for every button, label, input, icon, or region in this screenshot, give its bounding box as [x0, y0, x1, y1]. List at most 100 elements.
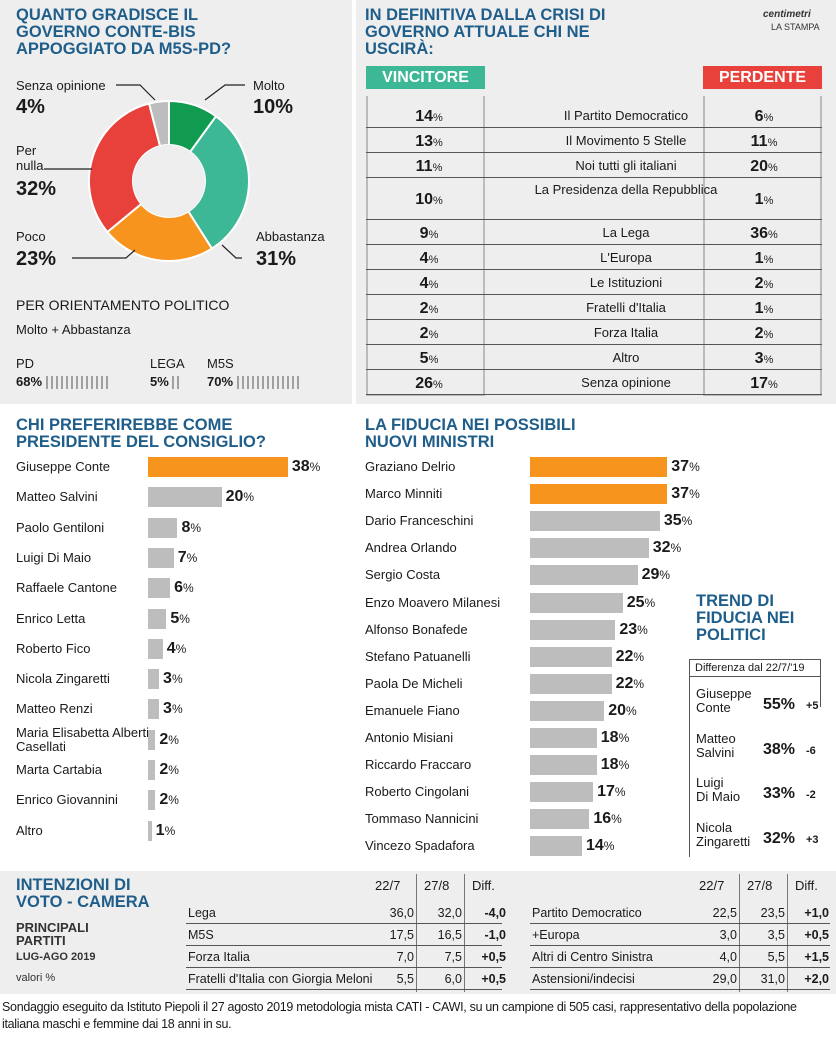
trend-last-name: Zingaretti — [696, 833, 751, 849]
voto-value-b: 7,5 — [444, 950, 462, 964]
voto-value-diff: +0,5 — [804, 928, 829, 942]
trend-last-name: Conte — [696, 700, 731, 715]
ministri-bar-value: 25% — [627, 594, 655, 612]
ministri-bar — [530, 457, 668, 477]
vincitore-value: 13% — [404, 133, 454, 151]
presidente-bar-value: 4% — [167, 640, 187, 658]
voto-col-sep-left2 — [464, 874, 465, 992]
presidente-bar-number: 3 — [163, 700, 172, 718]
crisi-row: 9% La Lega 36% — [366, 221, 822, 245]
voto-value-b: 16,5 — [437, 928, 462, 942]
voto-header-right-a: 22/7 — [699, 878, 725, 893]
slice-label-per-nulla: Per nulla — [16, 143, 44, 173]
trend-diff-label: Differenza dal 22/7/'19 — [689, 659, 821, 677]
vincitore-value: 11% — [404, 158, 454, 176]
ministri-bar-value: 32% — [653, 539, 681, 557]
ministri-bar-number: 22 — [615, 674, 634, 692]
perdente-number: 1 — [754, 191, 764, 208]
ministri-bar — [530, 592, 623, 613]
pct-unit: % — [190, 520, 202, 535]
pct-unit: % — [763, 112, 774, 124]
party-name-m5s: M5S — [207, 356, 234, 371]
party-value-lega: 5% — [150, 374, 169, 389]
ministri-bar-value: 37% — [671, 485, 699, 503]
pct-unit: % — [763, 254, 774, 266]
pct-unit: % — [768, 162, 778, 174]
donut-chart — [88, 99, 250, 262]
ministri-bar-label: Graziano Delrio — [365, 459, 456, 474]
pct-unit: % — [433, 195, 443, 207]
voto-value-diff: +0,5 — [481, 950, 506, 964]
perdente-number: 3 — [754, 350, 764, 367]
party-name-pd: PD — [16, 356, 35, 371]
ministri-bar-number: 20 — [608, 701, 626, 719]
pct-unit: % — [644, 595, 656, 610]
voto-value-a: 36,0 — [389, 906, 414, 920]
presidente-bar-number: 2 — [159, 730, 169, 748]
party-row-m5s: 70% — [207, 374, 302, 390]
pct-unit: % — [763, 354, 774, 366]
vincitore-value: 10% — [404, 191, 454, 209]
voto-title: INTENZIONI DI VOTO - CAMERA — [16, 876, 150, 911]
perdente-value: 36% — [739, 225, 789, 243]
trend-last-name: Di Maio — [696, 789, 741, 804]
pct-unit: % — [433, 137, 443, 149]
pct-unit: % — [633, 676, 645, 691]
vincitore-value: 5% — [404, 350, 454, 368]
pct-unit: % — [168, 793, 179, 808]
slice-value-abbastanza: 31% — [256, 248, 297, 270]
voto-party: Fratelli d'Italia con Giorgia Meloni — [188, 972, 373, 986]
pct-unit: % — [614, 785, 626, 800]
ministri-bar — [530, 646, 612, 667]
pct-unit: % — [603, 839, 615, 854]
vincitore-number: 4 — [419, 250, 429, 267]
ministri-bar-number: 22 — [615, 647, 634, 665]
perdente-value: 1% — [739, 250, 789, 268]
voto-row: Lega 36,0 32,0 -4,0 — [186, 903, 506, 924]
vincitore-number: 9 — [419, 225, 429, 242]
perdente-value: 6% — [739, 108, 789, 126]
pct-unit: % — [168, 763, 179, 777]
ministri-bar-value: 37% — [671, 458, 699, 476]
pct-unit: % — [433, 112, 443, 124]
presidente-bar — [148, 638, 163, 659]
pct-unit: % — [625, 703, 637, 718]
ministri-bar-label: Dario Franceschini — [365, 513, 474, 529]
presidente-bar-value: 2% — [159, 731, 179, 749]
vincitore-header: VINCITORE — [366, 66, 485, 89]
perdente-number: 2 — [754, 275, 764, 292]
voto-party: Partito Democratico — [532, 906, 642, 920]
presidente-bar — [148, 820, 152, 841]
presidente-bar-label: Raffaele Cantone — [16, 580, 117, 596]
ministri-bar-number: 25 — [626, 593, 645, 611]
ministri-bar — [530, 700, 605, 721]
ministri-bar-label: Tommaso Nannicini — [365, 811, 479, 827]
crisi-label: Le Istituzioni — [589, 275, 663, 290]
party-ticks-m5s — [236, 376, 302, 390]
presidente-bar — [148, 517, 178, 538]
crisi-label: Il Partito Democratico — [563, 108, 689, 123]
ministri-bar-number: 29 — [641, 566, 660, 584]
pct-unit: % — [428, 329, 439, 341]
pct-unit: % — [618, 758, 630, 773]
party-row-lega: 5% — [150, 374, 183, 390]
pct-unit: % — [186, 550, 198, 565]
vincitore-value: 4% — [404, 275, 454, 293]
ministri-bar-number: 37 — [671, 485, 690, 503]
voto-value-a: 29,0 — [712, 972, 737, 986]
pct-unit: % — [763, 195, 774, 207]
vincitore-number: 26 — [415, 375, 433, 392]
trend-last-name: Salvini — [696, 744, 735, 760]
presidente-bar-label: Luigi Di Maio — [16, 549, 92, 565]
pct-unit: % — [428, 229, 439, 241]
slice-value-per-nulla: 32% — [16, 178, 57, 200]
crisi-label: La Presidenza della Repubblica — [534, 182, 718, 197]
trend-first-name: Matteo — [696, 730, 736, 746]
pct-unit: % — [768, 379, 778, 391]
ministri-bar-label: Sergio Costa — [365, 567, 441, 583]
ministri-bar — [530, 782, 594, 803]
perdente-number: 1 — [754, 250, 764, 267]
ministri-bar-value: 18% — [601, 756, 629, 774]
presidente-bar-number: 8 — [181, 518, 191, 536]
pct-unit: % — [633, 649, 645, 664]
